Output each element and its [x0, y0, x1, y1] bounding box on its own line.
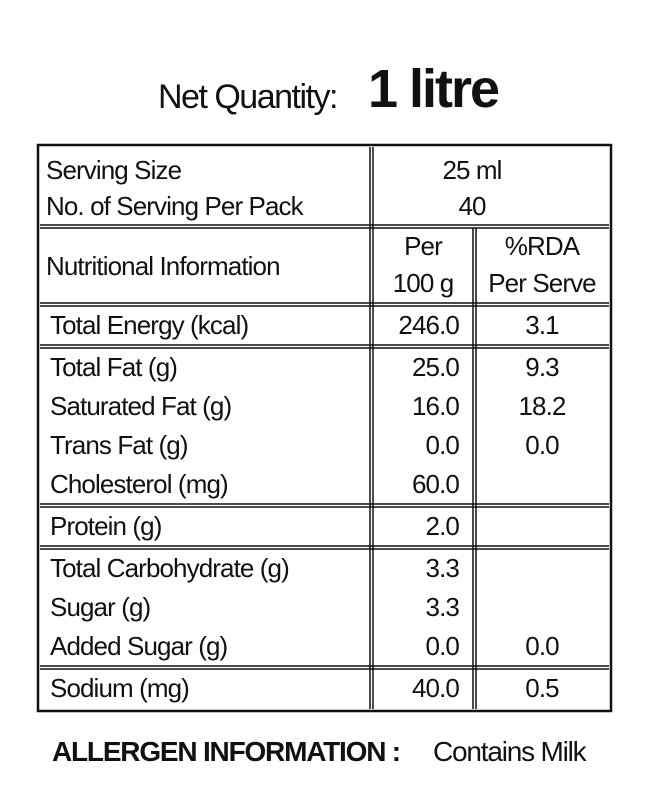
- serving-value: 40: [458, 191, 486, 221]
- per-100g-value: 16.0: [411, 391, 460, 421]
- table-border: [36, 143, 613, 713]
- rda-value: 3.1: [525, 310, 559, 340]
- serving-label: No. of Serving Per Pack: [46, 191, 304, 221]
- allergen-label: ALLERGEN INFORMATION :: [52, 736, 401, 767]
- nutrient-name: Sugar (g): [50, 592, 151, 622]
- per-100g-value: 0.0: [425, 631, 460, 661]
- serving-value: 25 ml: [442, 155, 502, 185]
- allergen-value: Contains Milk: [433, 736, 587, 767]
- rda-value: 9.3: [525, 352, 559, 382]
- net-quantity-value: 1 litre: [368, 59, 500, 119]
- per-100g-value: 2.0: [425, 511, 460, 541]
- nutrient-name: Protein (g): [50, 511, 162, 541]
- per-100g-value: 246.0: [398, 310, 459, 340]
- column-header: Nutritional Information: [46, 251, 281, 281]
- rda-value: 18.2: [518, 391, 566, 421]
- column-header: Per Serve: [488, 268, 596, 298]
- rda-value: 0.5: [525, 673, 559, 703]
- per-100g-value: 0.0: [425, 430, 460, 460]
- serving-label: Serving Size: [46, 155, 182, 185]
- column-header: Per: [404, 231, 443, 261]
- per-100g-value: 3.3: [425, 592, 460, 622]
- per-100g-value: 60.0: [411, 469, 460, 499]
- nutrient-name: Trans Fat (g): [50, 430, 188, 460]
- rda-value: 0.0: [525, 430, 559, 460]
- nutrient-name: Saturated Fat (g): [50, 391, 232, 421]
- nutrient-name: Total Carbohydrate (g): [50, 553, 290, 583]
- nutrient-name: Added Sugar (g): [50, 631, 228, 661]
- nutrient-name: Sodium (mg): [50, 673, 190, 703]
- net-quantity-label: Net Quantity:: [158, 78, 338, 116]
- per-100g-value: 40.0: [411, 673, 460, 703]
- per-100g-value: 3.3: [425, 553, 460, 583]
- rda-value: 0.0: [525, 631, 559, 661]
- nutrient-name: Total Energy (kcal): [50, 310, 249, 340]
- nutrient-name: Total Fat (g): [50, 352, 178, 382]
- column-header: 100 g: [392, 268, 454, 298]
- per-100g-value: 25.0: [411, 352, 460, 382]
- nutrient-name: Cholesterol (mg): [50, 469, 229, 499]
- column-header: %RDA: [504, 231, 580, 261]
